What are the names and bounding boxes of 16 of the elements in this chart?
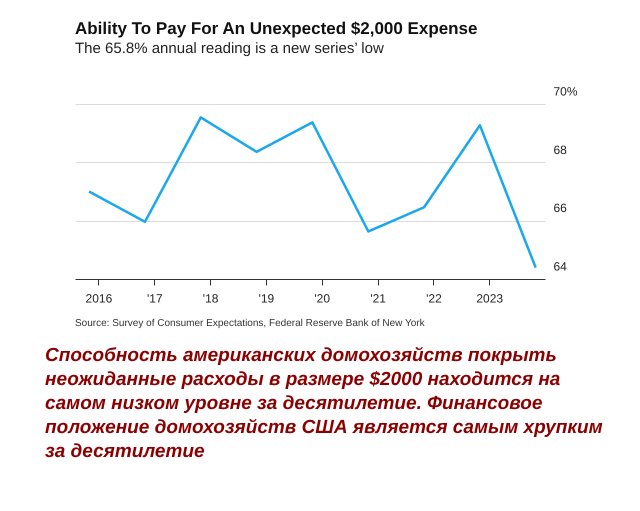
x-tick-label: '18 bbox=[202, 292, 219, 306]
x-tick-label: '19 bbox=[258, 292, 275, 306]
x-tick-label: '22 bbox=[426, 292, 442, 306]
x-tick-label: '17 bbox=[147, 292, 163, 306]
chart-title: Ability To Pay For An Unexpected $2,000 Expense bbox=[75, 19, 478, 38]
x-tick-label: 2023 bbox=[476, 292, 504, 306]
y-tick-label: 66 bbox=[554, 201, 568, 216]
text: Способность американских домохозяйств покрыть неожиданные расходы в размере $2000 находится на самом низком уровне за десятилетие. Финансовое положение домохозяйств США является самым хрупким за десятилетие bbox=[45, 345, 603, 462]
x-tick-label: 2016 bbox=[86, 292, 113, 306]
y-tick-label: 70% bbox=[554, 84, 578, 98]
x-tick-label: '20 bbox=[314, 292, 330, 306]
x-tick-label: '21 bbox=[370, 292, 386, 306]
y-tick-label: 68 bbox=[554, 142, 568, 157]
source-note: Source: Survey of Consumer Expectations, Federal Reserve Bank of New York bbox=[75, 318, 426, 329]
chart-subtitle: The 65.8% annual reading is a new series’ low bbox=[75, 40, 384, 57]
y-tick-label: 64 bbox=[554, 260, 568, 274]
